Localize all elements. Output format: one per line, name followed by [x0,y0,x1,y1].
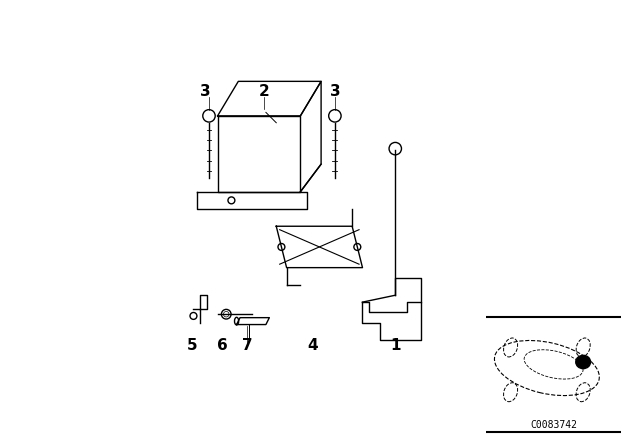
Text: 3: 3 [200,84,211,99]
Text: 5: 5 [186,338,197,353]
Text: 7: 7 [242,338,252,353]
Circle shape [576,355,591,369]
Text: 3: 3 [330,84,340,99]
Text: 2: 2 [259,84,269,99]
Text: C0083742: C0083742 [530,420,577,430]
Text: 1: 1 [390,338,401,353]
Text: 4: 4 [307,338,318,353]
Text: 6: 6 [218,338,228,353]
